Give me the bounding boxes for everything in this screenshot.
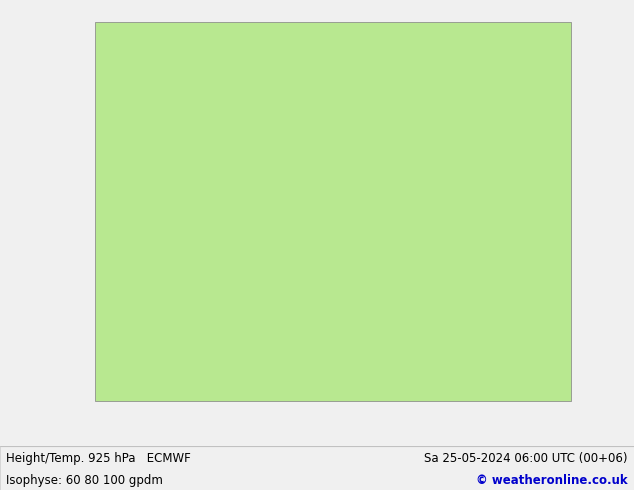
Text: Height/Temp. 925 hPa   ECMWF: Height/Temp. 925 hPa ECMWF: [6, 452, 191, 465]
Text: © weatheronline.co.uk: © weatheronline.co.uk: [476, 474, 628, 487]
Bar: [95, 22, 571, 401]
Text: Sa 25-05-2024 06:00 UTC (00+06): Sa 25-05-2024 06:00 UTC (00+06): [424, 452, 628, 465]
Text: Isophyse: 60 80 100 gpdm: Isophyse: 60 80 100 gpdm: [6, 474, 163, 487]
